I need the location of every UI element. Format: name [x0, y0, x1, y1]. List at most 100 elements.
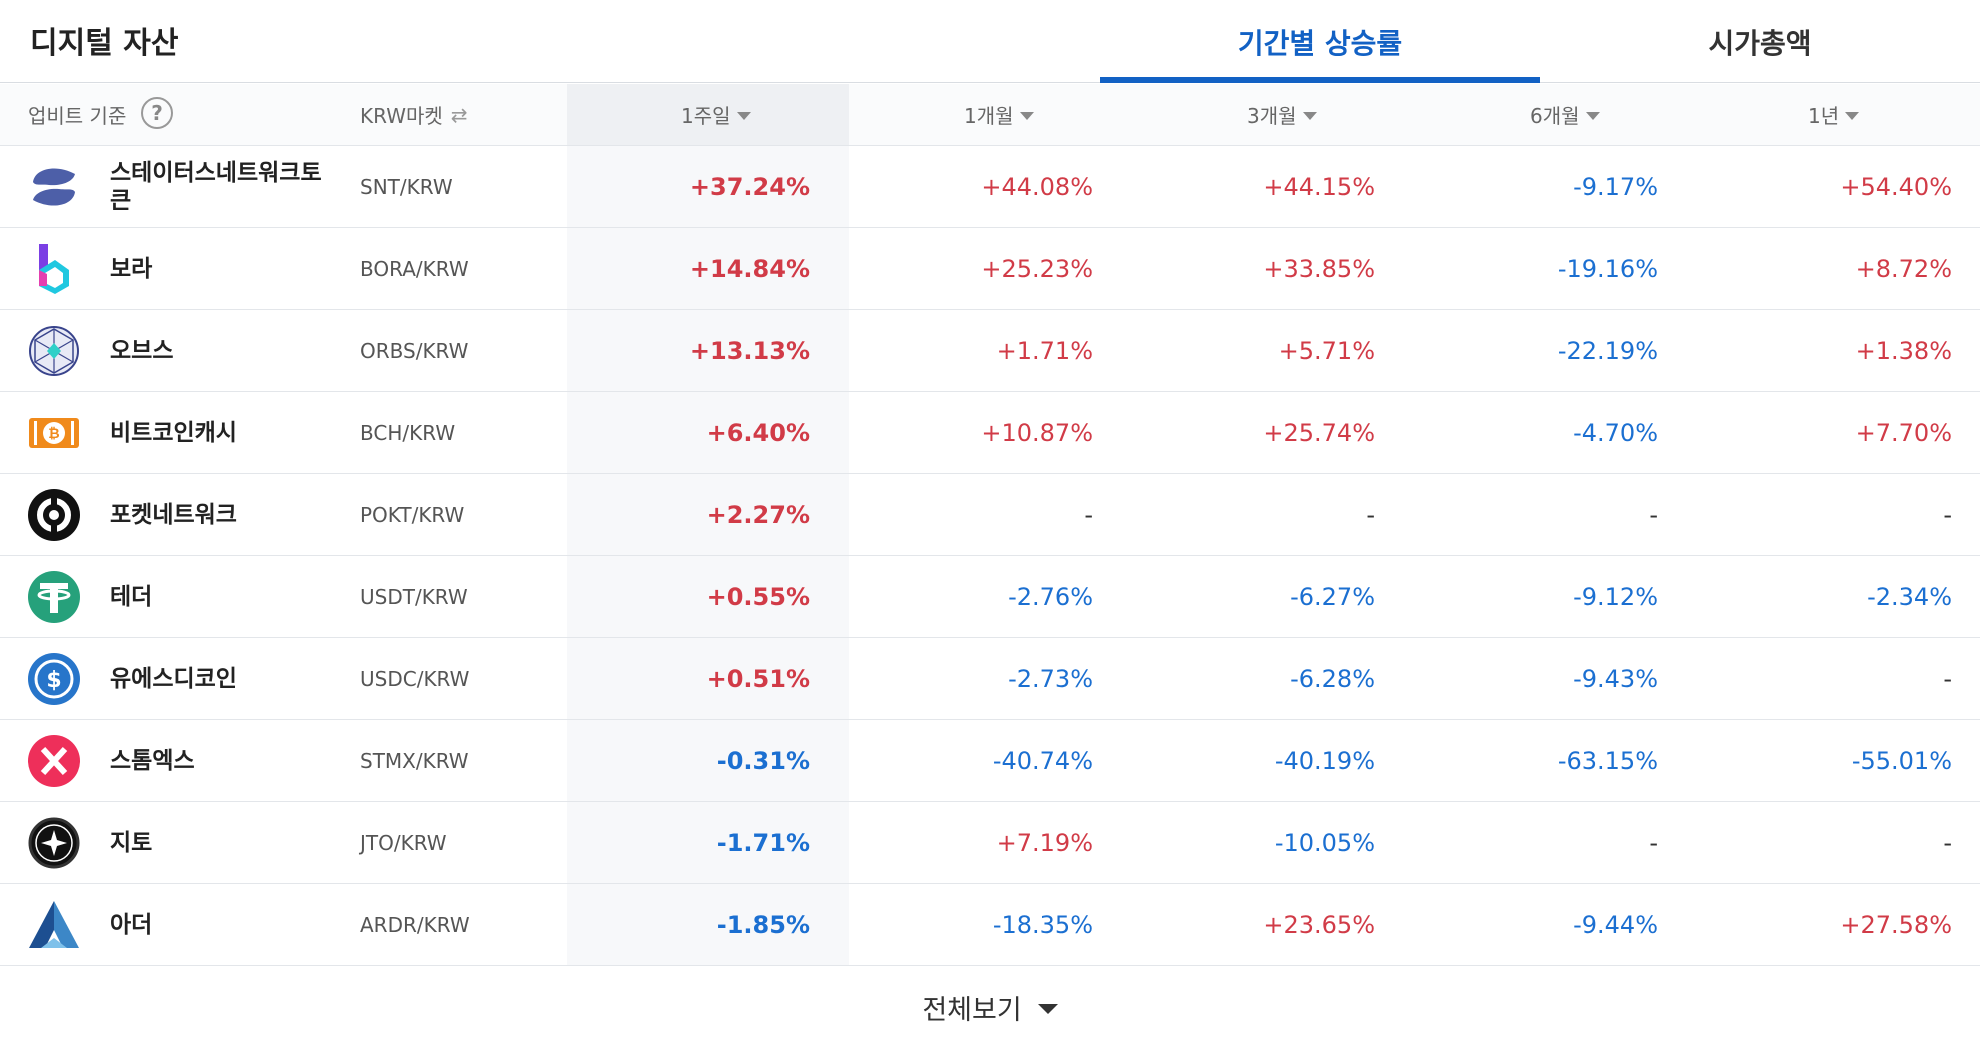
change-3m: - [1366, 500, 1375, 529]
selected-column-bg [567, 720, 849, 801]
change-6m: -9.17% [1573, 172, 1658, 201]
change-1y: +1.38% [1855, 336, 1952, 365]
market-toggle[interactable]: KRW마켓 ⇄ [360, 100, 468, 129]
change-1y: - [1943, 664, 1952, 693]
coin-name[interactable]: 스톰엑스 [110, 747, 195, 774]
table-row[interactable]: ₿ 비트코인캐시 BCH/KRW +6.40% +10.87% +25.74% … [0, 392, 1980, 474]
coin-pair: ARDR/KRW [360, 912, 470, 937]
table-row[interactable]: $ 유에스디코인 USDC/KRW +0.51% -2.73% -6.28% -… [0, 638, 1980, 720]
sort-1m-header[interactable]: 1개월 [964, 100, 1034, 129]
change-6m: - [1649, 828, 1658, 857]
caret-down-icon [1019, 111, 1034, 120]
page-title: 디지털 자산 [30, 26, 179, 61]
change-6m: -9.43% [1573, 664, 1658, 693]
coin-name[interactable]: 오브스 [110, 337, 174, 364]
change-3m: +33.85% [1263, 254, 1375, 283]
caret-down-icon [1845, 111, 1860, 120]
bitcoin-cash-logo: ₿ [29, 418, 79, 448]
coin-pair: ORBS/KRW [360, 338, 469, 363]
selected-column-highlight [567, 84, 849, 145]
change-3m: -40.19% [1274, 746, 1375, 775]
selected-column-bg [567, 392, 849, 473]
table-row[interactable]: 포켓네트워크 POKT/KRW +2.27% - - - - [0, 474, 1980, 556]
coin-pair: BORA/KRW [360, 256, 469, 281]
table-row[interactable]: 오브스 ORBS/KRW +13.13% +1.71% +5.71% -22.1… [0, 310, 1980, 392]
change-1y: -55.01% [1851, 746, 1952, 775]
svg-text:$: $ [46, 668, 61, 693]
change-6m: -9.44% [1573, 910, 1658, 939]
sort-1w-header[interactable]: 1주일 [681, 100, 751, 129]
change-1w: +6.40% [706, 418, 810, 447]
market-label: KRW마켓 [360, 104, 443, 128]
change-1w: +13.13% [689, 336, 810, 365]
change-1y: +7.70% [1855, 418, 1952, 447]
caret-down-icon [1037, 1004, 1058, 1014]
caret-down-icon [1302, 111, 1317, 120]
swap-icon: ⇄ [450, 102, 468, 127]
change-3m: +44.15% [1263, 172, 1375, 201]
table-row[interactable]: 보라 BORA/KRW +14.84% +25.23% +33.85% -19.… [0, 228, 1980, 310]
change-1w: +2.27% [706, 500, 810, 529]
sort-3m-header[interactable]: 3개월 [1247, 100, 1317, 129]
selected-column-bg [567, 638, 849, 719]
selected-column-bg [567, 884, 849, 965]
selected-column-bg [567, 556, 849, 637]
coin-pair: BCH/KRW [360, 420, 456, 445]
tether-logo [28, 571, 80, 623]
orbs-logo [29, 326, 79, 376]
change-1w: -1.85% [716, 910, 810, 939]
table-row[interactable]: 스테이터스네트워크토큰 SNT/KRW +37.24% +44.08% +44.… [0, 146, 1980, 228]
selected-column-bg [567, 228, 849, 309]
coin-name[interactable]: 스테이터스네트워크토큰 [110, 159, 322, 214]
change-3m: -10.05% [1274, 828, 1375, 857]
sort-1m-label: 1개월 [964, 104, 1014, 128]
coin-name[interactable]: 아더 [110, 911, 153, 938]
coin-name[interactable]: 보라 [110, 255, 153, 282]
coin-name[interactable]: 지토 [110, 829, 153, 856]
change-1y: +27.58% [1840, 910, 1952, 939]
sort-3m-label: 3개월 [1247, 104, 1297, 128]
change-3m: -6.28% [1290, 664, 1375, 693]
change-6m: -9.12% [1573, 582, 1658, 611]
change-1m: - [1084, 500, 1093, 529]
tab-period-change[interactable]: 기간별 상승률 [1100, 0, 1540, 83]
svg-text:₿: ₿ [48, 426, 59, 442]
table-row[interactable]: 스톰엑스 STMX/KRW -0.31% -40.74% -40.19% -63… [0, 720, 1980, 802]
selected-column-bg [567, 146, 849, 227]
coin-name[interactable]: 비트코인캐시 [110, 419, 237, 446]
table-row[interactable]: 아더 ARDR/KRW -1.85% -18.35% +23.65% -9.44… [0, 884, 1980, 966]
bora-logo [39, 244, 69, 294]
column-header: 업비트 기준 KRW마켓 ⇄ 1주일 1개월 3개월 6개월 1년 [0, 84, 1980, 146]
change-1m: +44.08% [981, 172, 1093, 201]
change-3m: +23.65% [1263, 910, 1375, 939]
caret-down-icon [1585, 111, 1600, 120]
help-icon[interactable]: ? [141, 97, 173, 129]
tab-market-cap[interactable]: 시가총액 [1708, 26, 1812, 60]
selected-column-bg [567, 474, 849, 555]
change-6m: -22.19% [1557, 336, 1658, 365]
change-3m: +25.74% [1263, 418, 1375, 447]
change-1m: +7.19% [996, 828, 1093, 857]
table-row[interactable]: 지토 JTO/KRW -1.71% +7.19% -10.05% - - [0, 802, 1980, 884]
sort-1y-header[interactable]: 1년 [1808, 100, 1860, 129]
coin-name[interactable]: 포켓네트워크 [110, 501, 237, 528]
sort-6m-header[interactable]: 6개월 [1530, 100, 1600, 129]
coin-name[interactable]: 유에스디코인 [110, 665, 237, 692]
change-1w: +37.24% [689, 172, 810, 201]
change-3m: +5.71% [1278, 336, 1375, 365]
change-6m: -63.15% [1557, 746, 1658, 775]
stormx-logo [28, 735, 80, 787]
change-1m: -2.73% [1008, 664, 1093, 693]
selected-column-bg [567, 310, 849, 391]
change-1y: +8.72% [1855, 254, 1952, 283]
change-1m: -40.74% [992, 746, 1093, 775]
change-1m: +10.87% [981, 418, 1093, 447]
change-1m: +1.71% [996, 336, 1093, 365]
table-row[interactable]: 테더 USDT/KRW +0.55% -2.76% -6.27% -9.12% … [0, 556, 1980, 638]
view-all-button[interactable]: 전체보기 [0, 968, 1980, 1046]
change-1y: - [1943, 500, 1952, 529]
header: 디지털 자산 기간별 상승률 시가총액 [0, 0, 1980, 83]
coin-name[interactable]: 테더 [110, 583, 153, 610]
change-1y: - [1943, 828, 1952, 857]
change-6m: -19.16% [1557, 254, 1658, 283]
